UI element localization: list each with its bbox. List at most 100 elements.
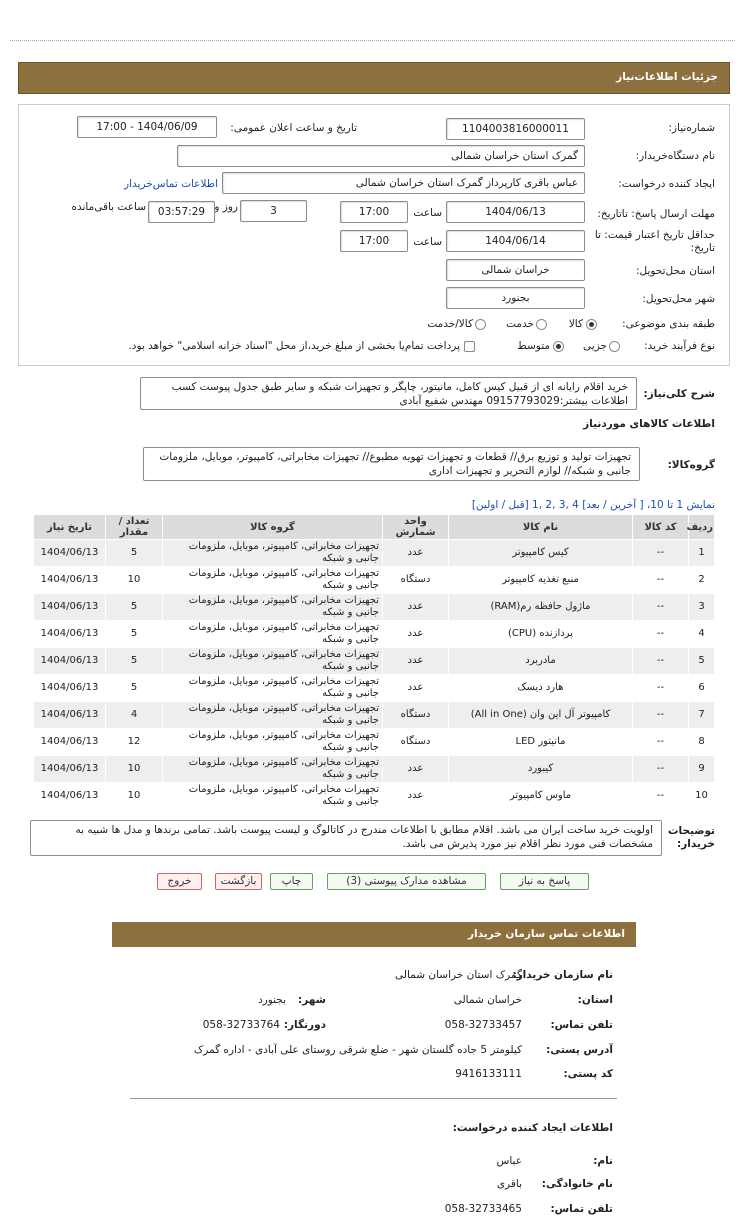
table-cell: 5 (105, 620, 163, 648)
radio-button[interactable] (586, 319, 597, 330)
field-value: عباس باقری کارپرداز گمرک استان خراسان شم… (222, 172, 585, 194)
header-bar (18, 62, 730, 94)
label: شهر محل‌تحویل: (642, 293, 715, 305)
field-value: عباس (496, 1155, 522, 1167)
table-cell: 5 (105, 647, 163, 675)
radio-button[interactable] (475, 319, 486, 330)
table-cell: تجهیزات مخابراتی، کامپیوتر، موبایل، ملزو… (162, 728, 383, 756)
table-cell: -- (632, 620, 689, 648)
field-value: 9416133111 (455, 1068, 522, 1080)
label: نام دستگاه‌خریدار: (635, 150, 715, 162)
field-value: گمرک استان خراسان شمالی (395, 969, 522, 981)
table-cell: 1404/06/13 (33, 674, 106, 702)
field-value: 058-32733764 (202, 1019, 280, 1031)
table-cell: 5 (688, 647, 715, 675)
button[interactable]: بازگشت (215, 873, 262, 890)
description-text: خرید اقلام رایانه ای از قبیل کیس کامل، م… (140, 377, 637, 410)
label: شماره‌نیاز: (668, 122, 715, 134)
column-header: واحد شمارش (382, 514, 449, 540)
table-row: 4 -- پردازنده (CPU) عدد تجهیزات مخابراتی، کا… (33, 620, 715, 648)
label: توضیحات خریدار: (667, 825, 715, 850)
field-value: باقری (496, 1178, 522, 1190)
table-cell: منبع تغذیه کامپیوتر (448, 566, 633, 594)
table-cell: 8 (688, 728, 715, 756)
field-value: 1404/06/14 (446, 230, 585, 252)
table-row: 3 -- ماژول حافظه رم(RAM) عدد تجهیزات مخابرات… (33, 593, 715, 621)
label: حداقل تاریخ اعتبار قیمت: تا تاریخ: (594, 229, 715, 254)
label: اطلاعات ایجاد کننده درخواست: (452, 1122, 613, 1134)
pagination[interactable]: نمایش 1 تا 10، [ آخرین / بعد] 4 ,3 ,2 ,1… (471, 499, 715, 511)
table-cell: -- (632, 539, 689, 567)
label: آدرس پستی: (546, 1044, 613, 1056)
radio-label: خدمت (506, 318, 534, 330)
table-cell: تجهیزات مخابراتی، کامپیوتر، موبایل، ملزو… (162, 674, 383, 702)
table-cell: -- (632, 647, 689, 675)
table-cell: 4 (105, 701, 163, 729)
field-value: 1404/06/13 (446, 201, 585, 223)
checkbox[interactable] (464, 341, 475, 352)
radio-label: متوسط (517, 340, 550, 352)
table-cell: -- (632, 755, 689, 783)
table-cell: عدد (382, 539, 449, 567)
table-cell: مادربرد (448, 647, 633, 675)
table-cell: 2 (688, 566, 715, 594)
label: ساعت باقی‌مانده (71, 201, 146, 213)
table-cell: تجهیزات مخابراتی، کامپیوتر، موبایل، ملزو… (162, 755, 383, 783)
label: ساعت (413, 236, 442, 248)
table-cell: ماژول حافظه رم(RAM) (448, 593, 633, 621)
table-cell: تجهیزات مخابراتی، کامپیوتر، موبایل، ملزو… (162, 539, 383, 567)
table-row: 9 -- کیبورد عدد تجهیزات مخابراتی، کامپیوتر، … (33, 755, 715, 783)
table-cell: 10 (105, 782, 163, 810)
radio-button[interactable] (553, 341, 564, 352)
label: کد پستی: (563, 1068, 613, 1080)
table-cell: 10 (105, 755, 163, 783)
column-header: ردیف (686, 514, 715, 540)
table-cell: تجهیزات مخابراتی، کامپیوتر، موبایل، ملزو… (162, 620, 383, 648)
radio-button[interactable] (536, 319, 547, 330)
button[interactable]: خروج (157, 873, 202, 890)
column-header: تعداد / مقدار (105, 514, 163, 540)
radio-button[interactable] (609, 341, 620, 352)
table-cell: -- (632, 593, 689, 621)
field-value: خراسان شمالی (453, 994, 522, 1006)
label: ساعت (413, 207, 442, 219)
field-value: 1404/06/09 - 17:00 (77, 116, 217, 138)
contact-link[interactable]: اطلاعات تماس‌خریدار (124, 178, 218, 190)
field-value: 3 (240, 200, 307, 222)
table-cell: -- (632, 566, 689, 594)
label: نام خانوادگی: (541, 1178, 613, 1190)
label: شرح کلی‌نیاز: (643, 388, 715, 400)
notes-text: اولویت خرید ساخت ایران می باشد. اقلام مط… (30, 820, 662, 856)
table-cell: کیبورد (448, 755, 633, 783)
field-value: 17:00 (340, 201, 408, 223)
field-value: 17:00 (340, 230, 408, 252)
table-row: 8 -- مانیتور LED دستگاه تجهیزات مخابراتی، کا… (33, 728, 715, 756)
column-header: نام کالا (448, 514, 633, 540)
table-row: 5 -- مادربرد عدد تجهیزات مخابراتی، کامپیوتر،… (33, 647, 715, 675)
label: پرداخت تمام‌یا بخشی از مبلغ خرید،از محل … (128, 340, 460, 352)
table-cell: تجهیزات مخابراتی، کامپیوتر، موبایل، ملزو… (162, 566, 383, 594)
table-cell: 1404/06/13 (33, 782, 106, 810)
button[interactable]: چاپ (270, 873, 313, 890)
items-table: ردیف کد کالا نام کالا واحد شمارش گروه کالا تع… (33, 514, 715, 810)
field-value: خراسان شمالی (446, 259, 585, 281)
button[interactable]: مشاهده مدارک پیوستی (3) (327, 873, 486, 890)
contact-divider (130, 1098, 617, 1099)
label: شهر: (298, 994, 326, 1006)
table-cell: 1404/06/13 (33, 647, 106, 675)
contact-bar (112, 922, 636, 947)
table-cell: -- (632, 701, 689, 729)
label: ایجاد کننده درخواست: (618, 178, 715, 190)
label: اطلاعات کالاهای موردنیاز (583, 418, 715, 430)
button[interactable]: پاسخ به نیاز (500, 873, 589, 890)
label: نام سازمان خریدار: (512, 969, 613, 981)
table-cell: -- (632, 674, 689, 702)
table-cell: عدد (382, 620, 449, 648)
label: تلفن تماس: (550, 1203, 613, 1215)
radio-label: کالا (568, 318, 583, 330)
field-value: کیلومتر 5 جاده گلستان شهر - ضلع شرقی روس… (193, 1044, 522, 1056)
field-value: بجنورد (257, 994, 286, 1006)
table-cell: -- (632, 782, 689, 810)
field-value: 03:57:29 (148, 201, 215, 223)
